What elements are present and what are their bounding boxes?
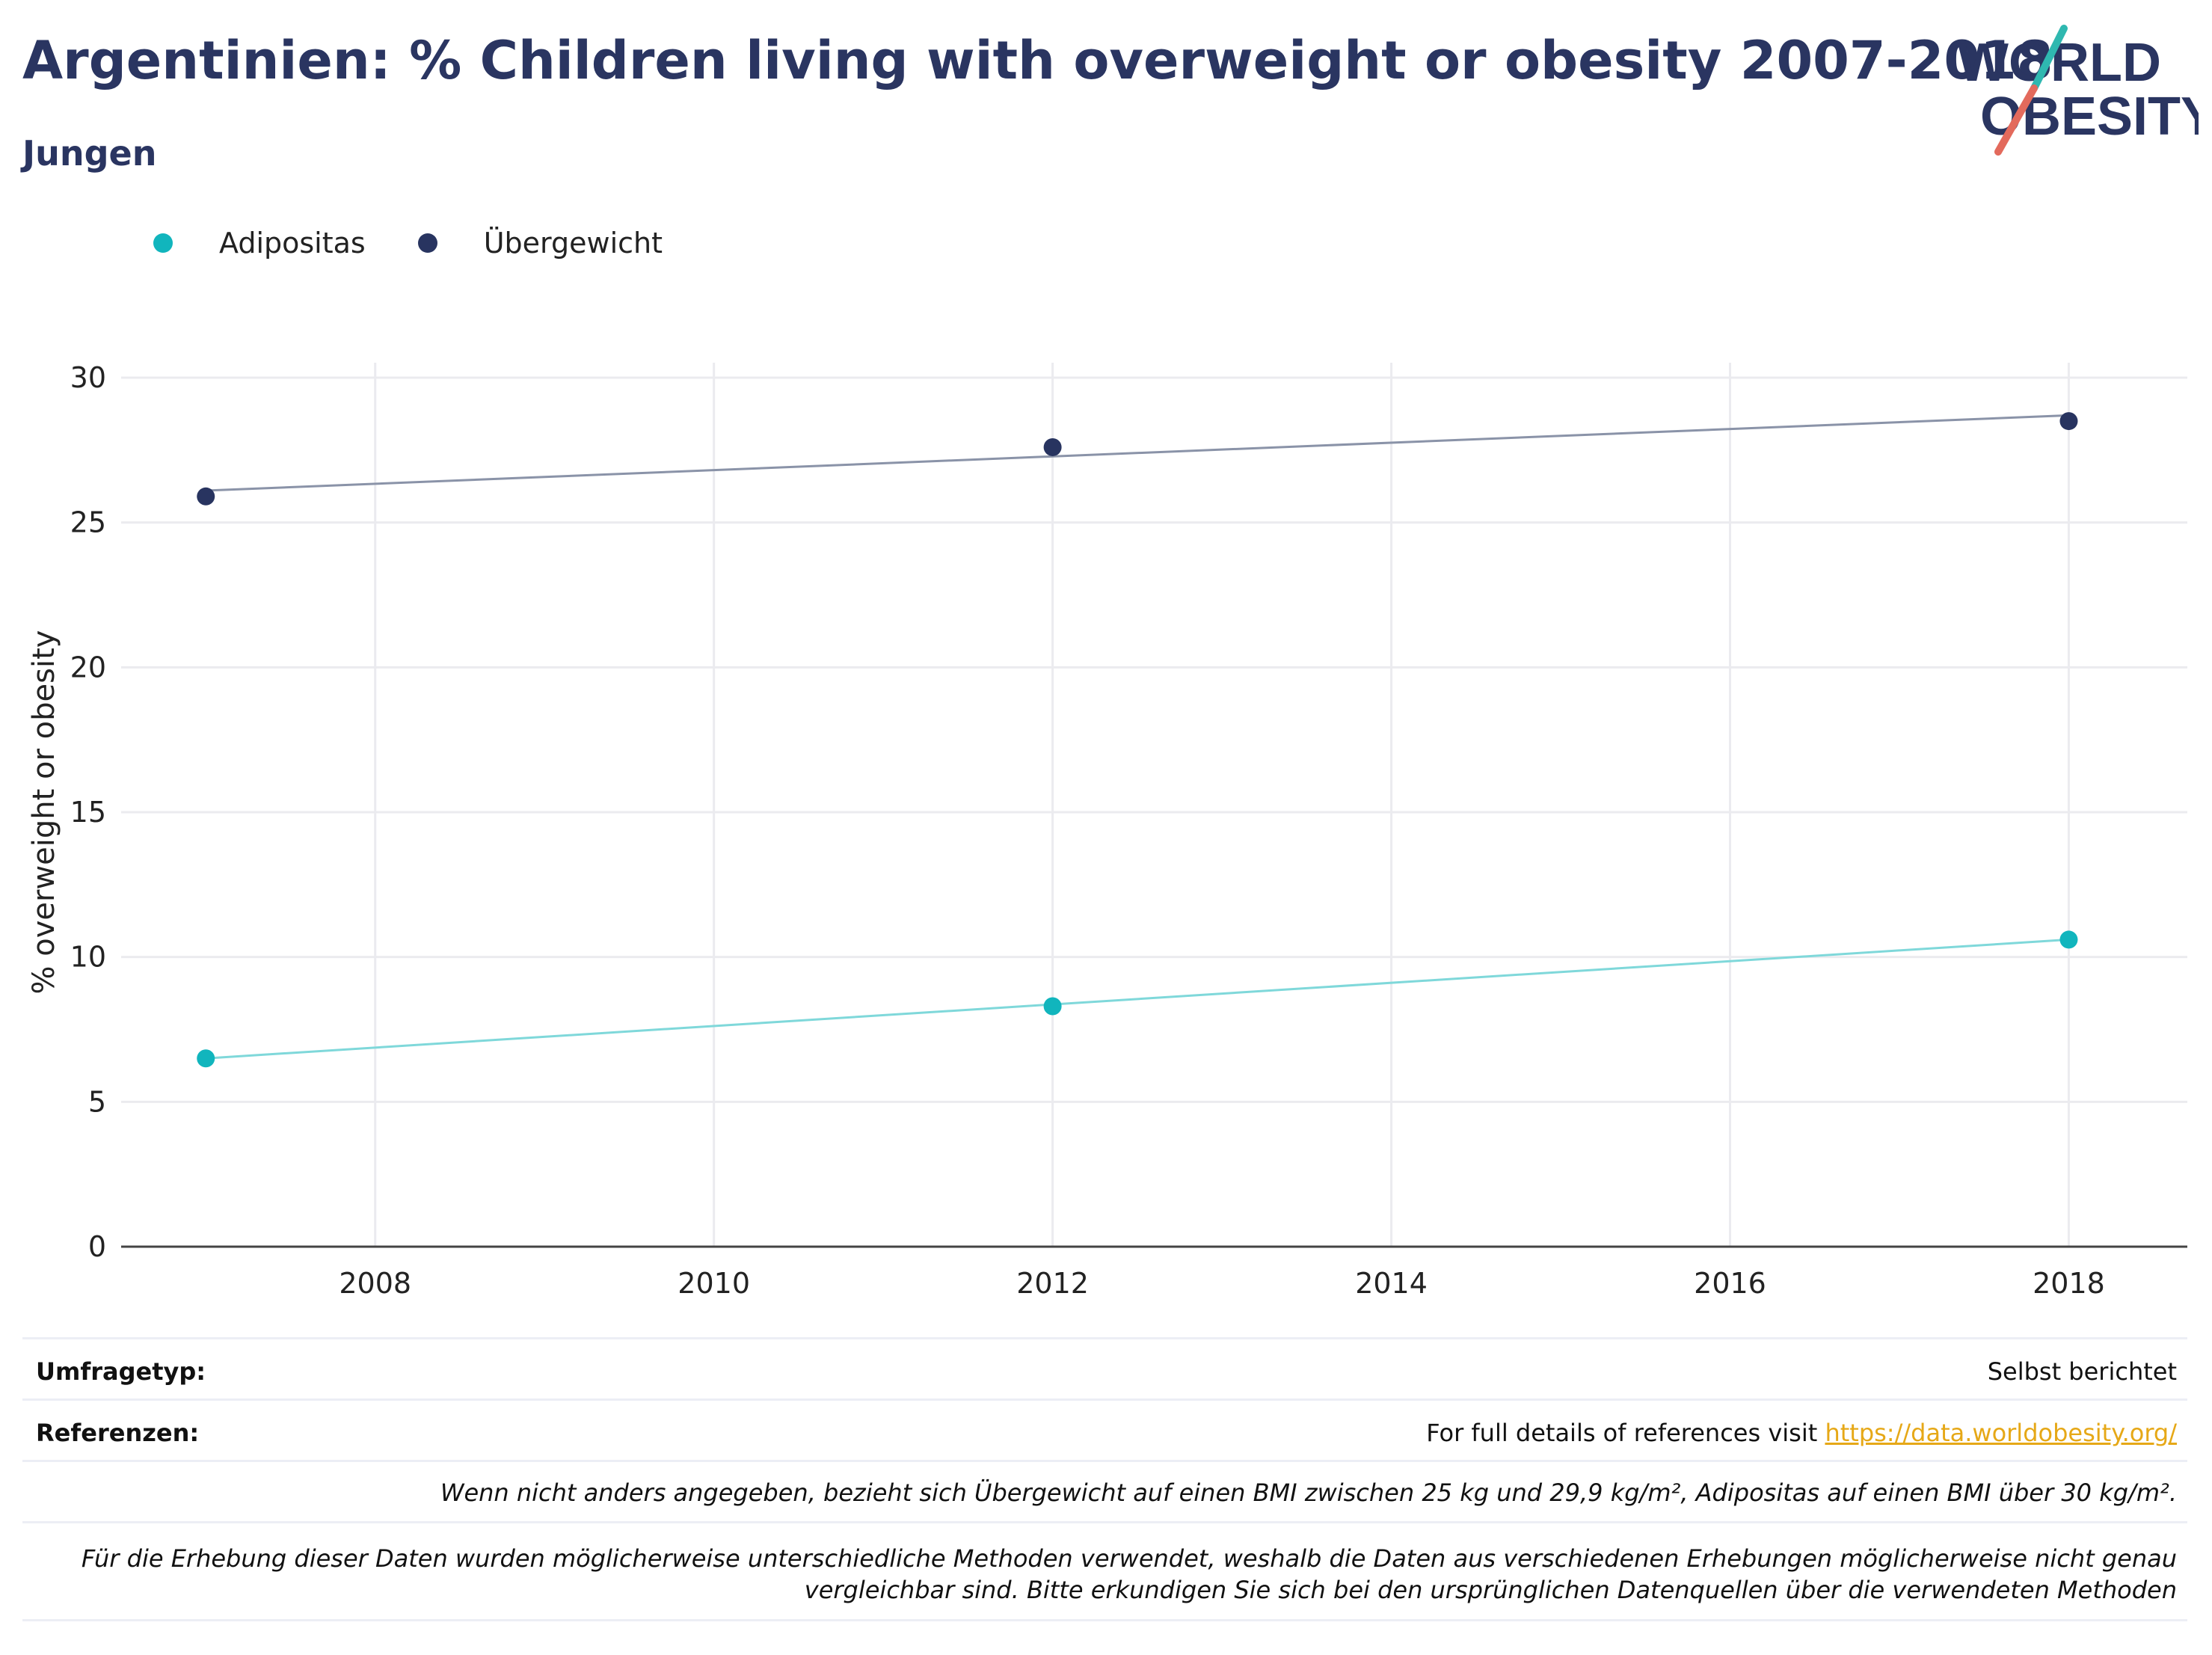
survey-type-label: Umfragetyp: (36, 1357, 206, 1386)
data-point-uebergewicht[interactable] (197, 487, 215, 506)
data-point-uebergewicht[interactable] (2059, 412, 2078, 431)
footer-methods-row: Für die Erhebung dieser Daten wurden mög… (22, 1521, 2187, 1621)
definition-note: Wenn nicht anders angegeben, bezieht sic… (440, 1479, 2177, 1507)
methods-note-line2: vergleichbar sind. Bitte erkundigen Sie … (804, 1576, 2177, 1604)
footer-survey-row: Umfragetyp: Selbst berichtet (22, 1337, 2187, 1399)
x-tick-label: 2008 (339, 1267, 411, 1300)
references-text: For full details of references visit (1426, 1419, 1825, 1447)
methods-note-line1: Für die Erhebung dieser Daten wurden mög… (81, 1544, 2177, 1573)
references-label: Referenzen: (36, 1419, 200, 1447)
x-tick-label: 2016 (1694, 1267, 1766, 1300)
chart-subtitle: Jungen (22, 133, 157, 174)
legend-label-uebergewicht: Übergewicht (483, 227, 663, 260)
data-point-adipositas[interactable] (1043, 997, 1062, 1016)
legend-item-uebergewicht[interactable]: Übergewicht (417, 227, 663, 260)
data-point-adipositas[interactable] (2059, 930, 2078, 949)
chart-title: Argentinien: % Children living with over… (22, 30, 2053, 91)
trendline-adipositas (206, 938, 2069, 1060)
y-tick-label: 25 (70, 506, 106, 539)
legend-label-adipositas: Adipositas (219, 227, 366, 260)
y-tick-label: 0 (88, 1230, 106, 1263)
logo-slash-red (1994, 85, 2038, 156)
legend-marker-adipositas (153, 233, 173, 253)
references-value: For full details of references visit htt… (1426, 1419, 2177, 1447)
line-chart: 0 5 10 15 20 25 30 2008 2010 2012 2014 2016 2018 % ov… (27, 361, 2187, 1300)
y-tick-label: 5 (88, 1085, 106, 1118)
references-link[interactable]: https://data.worldobesity.org/ (1825, 1419, 2177, 1447)
y-tick-label: 30 (70, 361, 106, 394)
world-obesity-logo: WORLD OBESITY (1958, 25, 2199, 156)
logo-slash-teal (2030, 25, 2068, 92)
footer-references-row: Referenzen: For full details of referenc… (22, 1398, 2187, 1461)
trendline-uebergewicht (206, 414, 2069, 492)
x-tick-label: 2014 (1355, 1267, 1428, 1300)
footer-definition-row: Wenn nicht anders angegeben, bezieht sic… (22, 1460, 2187, 1522)
x-tick-label: 2010 (678, 1267, 750, 1300)
legend-marker-uebergewicht (417, 233, 437, 253)
y-axis-label: % overweight or obesity (27, 630, 61, 995)
y-tick-label: 15 (70, 796, 106, 829)
legend-item-adipositas[interactable]: Adipositas (153, 227, 366, 260)
survey-type-value: Selbst berichtet (1987, 1357, 2177, 1386)
y-tick-label: 10 (70, 941, 106, 974)
x-tick-label: 2012 (1016, 1267, 1089, 1300)
data-point-uebergewicht[interactable] (1043, 437, 1062, 456)
chart-legend: Adipositas Übergewicht (153, 224, 715, 262)
y-tick-label: 20 (70, 651, 106, 684)
data-point-adipositas[interactable] (197, 1049, 215, 1068)
x-tick-label: 2018 (2033, 1267, 2105, 1300)
